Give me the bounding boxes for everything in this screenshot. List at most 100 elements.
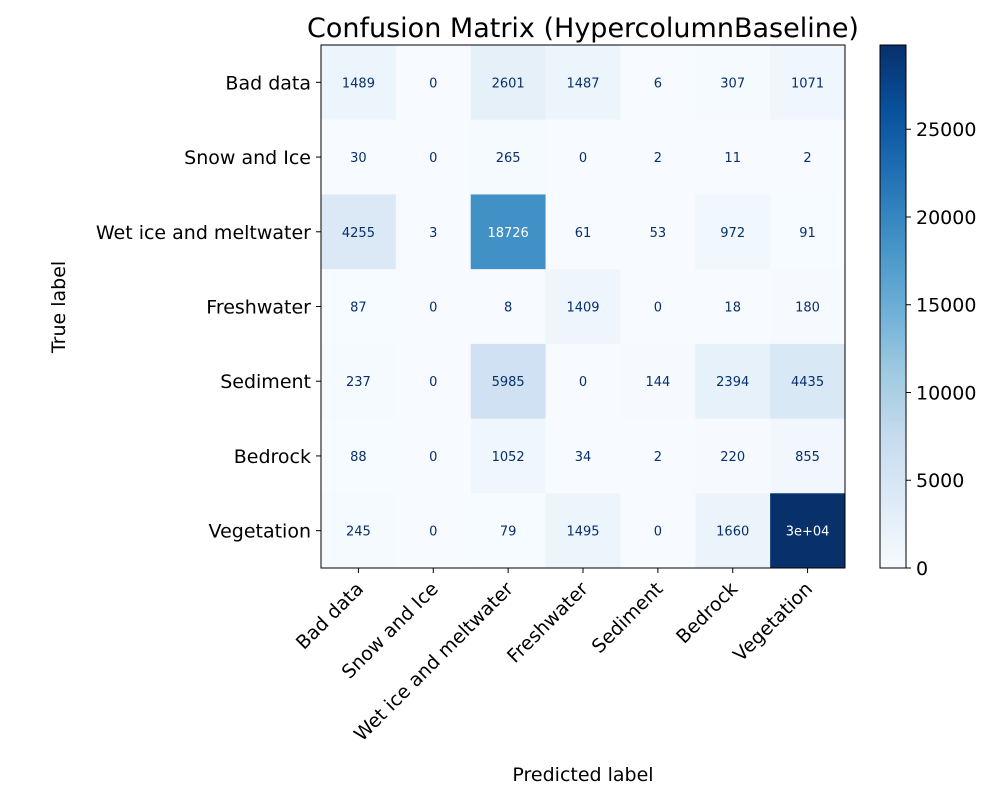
heatmap-cell — [770, 269, 846, 345]
cell-value-label: 1495 — [566, 525, 599, 540]
colorbar-tick-label: 10000 — [916, 382, 976, 404]
cell-value-label: 6 — [654, 76, 662, 91]
colorbar-tick-label: 0 — [916, 558, 928, 580]
cell-value-label: 87 — [350, 301, 367, 316]
heatmap-cell — [395, 119, 472, 195]
cell-value-label: 8 — [504, 301, 512, 316]
heatmap-cell — [695, 493, 771, 569]
y-tick-label: Freshwater — [206, 297, 311, 319]
y-tick-label: Bedrock — [234, 446, 311, 468]
cell-value-label: 307 — [720, 76, 745, 91]
cell-value-label: 180 — [795, 301, 820, 316]
heatmap-cell — [470, 119, 547, 195]
heatmap-cell — [770, 119, 846, 195]
cell-value-label: 144 — [645, 375, 670, 390]
cell-value-label: 18 — [724, 301, 741, 316]
cell-value-label: 61 — [575, 226, 592, 241]
heatmap-cell — [545, 493, 621, 569]
y-tick-label: Wet ice and meltwater — [96, 222, 311, 244]
cell-value-label: 245 — [346, 525, 371, 540]
heatmap-cell — [470, 269, 547, 345]
y-tick-label: Bad data — [225, 72, 311, 94]
y-axis-ticks: Bad data Snow and Ice Wet ice and meltwate… — [96, 72, 321, 543]
heatmap-cell — [395, 45, 472, 121]
cell-value-label: 2601 — [492, 76, 525, 91]
heatmap-cell — [470, 343, 547, 420]
heatmap-cell — [470, 493, 547, 569]
heatmap-cell — [695, 194, 771, 270]
cell-value-label: 0 — [429, 375, 437, 390]
colorbar-tick-label: 25000 — [916, 119, 976, 141]
heatmap-cell — [545, 45, 621, 121]
cell-value-label: 1487 — [566, 76, 599, 91]
heatmap-cell — [321, 194, 397, 270]
heatmap-cell — [620, 194, 696, 270]
heatmap-cell — [695, 45, 771, 121]
heatmap-cell — [770, 343, 846, 420]
heatmap-cell — [321, 119, 397, 195]
heatmap-cell — [395, 493, 472, 569]
cell-value-label: 88 — [350, 450, 367, 465]
heatmap-cell — [770, 418, 846, 494]
cell-value-label: 0 — [429, 450, 437, 465]
heatmap-cell — [695, 418, 771, 494]
cell-value-label: 3 — [429, 226, 437, 241]
cell-value-label: 1052 — [492, 450, 525, 465]
colorbar — [879, 44, 907, 569]
heatmap-cell — [395, 343, 472, 420]
cell-value-label: 0 — [429, 76, 437, 91]
heatmap-cell — [395, 194, 472, 270]
heatmap-cell — [545, 119, 621, 195]
heatmap-cell — [620, 418, 696, 494]
cell-value-label: 220 — [720, 450, 745, 465]
heatmap-cell — [695, 269, 771, 345]
x-tick-label: Sediment — [588, 578, 668, 658]
cell-value-label: 0 — [654, 301, 662, 316]
cell-value-label: 11 — [724, 151, 741, 166]
heatmap-cell — [620, 119, 696, 195]
cell-value-label: 4435 — [791, 375, 824, 390]
heatmap-cell — [620, 343, 696, 420]
y-tick-label: Sediment — [220, 371, 311, 393]
cell-value-label: 2394 — [716, 375, 749, 390]
colorbar-tick-label: 5000 — [916, 470, 964, 492]
heatmap-cell — [770, 194, 846, 270]
heatmap-cell — [321, 45, 397, 121]
cell-value-label: 0 — [429, 151, 437, 166]
cell-value-label: 2 — [803, 151, 811, 166]
cell-value-label: 0 — [429, 301, 437, 316]
cell-value-label: 53 — [650, 226, 667, 241]
cell-value-label: 91 — [799, 226, 816, 241]
heatmap-cell — [321, 418, 397, 494]
x-tick-label: Bad data — [292, 578, 368, 654]
cell-value-label: 1071 — [791, 76, 824, 91]
colorbar-tick-label: 15000 — [916, 295, 976, 317]
x-tick-label: Freshwater — [503, 578, 593, 668]
cell-value-label: 0 — [654, 525, 662, 540]
cell-value-label: 4255 — [342, 226, 375, 241]
x-axis-label: Predicted label — [512, 764, 653, 786]
heatmap-cell — [321, 343, 397, 420]
x-tick-label: Bedrock — [672, 578, 742, 648]
heatmap-cell — [321, 269, 397, 345]
cell-value-label: 2 — [654, 151, 662, 166]
heatmap-cell — [620, 45, 696, 121]
cell-value-label: 0 — [579, 375, 587, 390]
y-tick-label: Vegetation — [209, 521, 311, 543]
cell-value-label: 0 — [429, 525, 437, 540]
cell-value-label: 30 — [350, 151, 367, 166]
colorbar-tick-label: 20000 — [916, 207, 976, 229]
chart-title: Confusion Matrix (HypercolumnBaseline) — [307, 13, 859, 44]
heatmap-cell — [321, 493, 397, 569]
heatmap-cell — [545, 194, 621, 270]
heatmap-cell — [545, 418, 621, 494]
heatmap-cell — [395, 418, 472, 494]
heatmap-cell — [695, 343, 771, 420]
heatmap-cell — [470, 418, 547, 494]
colorbar-ticks: 0 5000 10000 15000 20000 25000 — [906, 119, 976, 580]
heatmap-cell — [545, 343, 621, 420]
cell-value-label: 34 — [575, 450, 592, 465]
heatmap-cell — [770, 45, 846, 121]
heatmap-cell — [770, 493, 846, 569]
